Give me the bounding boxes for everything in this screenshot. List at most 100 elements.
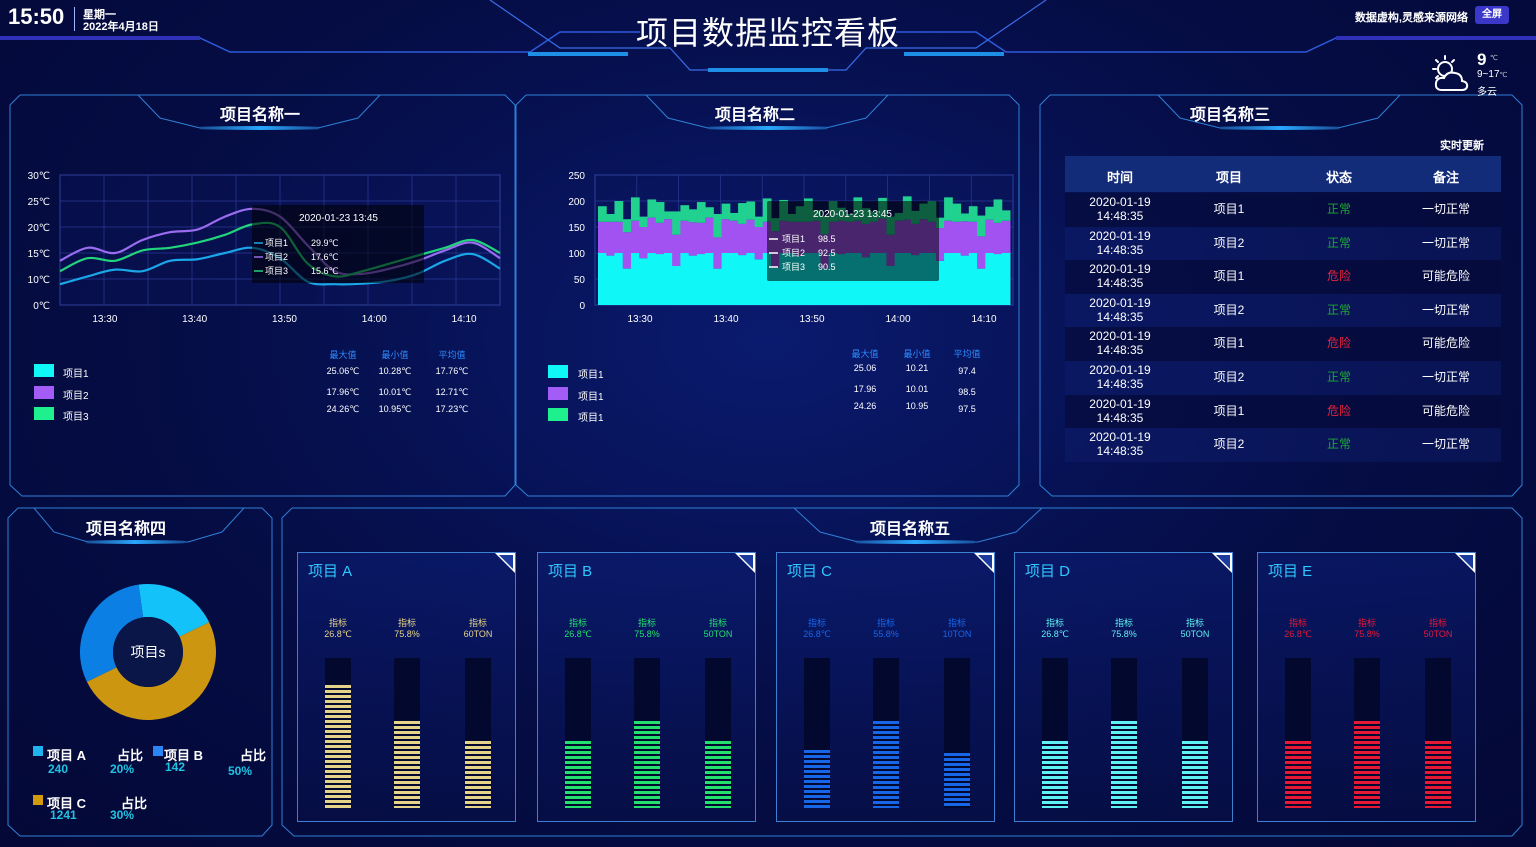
- stat-header: 平均值: [953, 349, 981, 359]
- p2-bar-seg-3: [622, 219, 632, 233]
- p2-bar-seg-2: [680, 220, 690, 253]
- stat-value: 97.4: [958, 366, 976, 376]
- table-cell-time: 14:48:35: [1096, 209, 1144, 223]
- p1-y-tick: 10℃: [28, 275, 50, 286]
- p1-tooltip-title: 2020-01-23 13:45: [299, 213, 378, 224]
- table-cell-item: 项目2: [1213, 370, 1245, 384]
- p2-bar-seg-1: [639, 258, 648, 305]
- p2-bar-seg-2: [622, 232, 632, 269]
- metric-bar-track: [705, 658, 731, 808]
- clock-divider: [74, 7, 75, 31]
- p2-bar-seg-2: [598, 221, 607, 253]
- metric-label: 指标: [1045, 618, 1064, 628]
- donut-slice-1[interactable]: [138, 584, 210, 637]
- p2-bar-seg-3: [606, 214, 615, 222]
- legend-swatch: [548, 365, 568, 378]
- metric-bar-track: [465, 658, 491, 808]
- legend-pct-label: 占比: [117, 748, 144, 763]
- project-card[interactable]: 项目 D 指标 26.8℃ 指标 75.8% 指标 50TON: [1014, 552, 1233, 822]
- metric-bar-track: [325, 658, 351, 808]
- page-title: 项目数据监控看板: [635, 15, 900, 51]
- metric-bar-fill: [325, 685, 351, 808]
- metric-bar-track: [944, 658, 970, 808]
- panel1-title-underline: [200, 126, 320, 130]
- card-corner-inner: [1216, 555, 1230, 569]
- source-note: 数据虚构,灵感来源网络: [1354, 12, 1468, 24]
- p2-bar-seg-2: [993, 222, 1003, 255]
- p2-bar-seg-2: [713, 237, 723, 269]
- table-cell-status: 危险: [1326, 269, 1351, 284]
- p2-bar-seg-1: [672, 266, 681, 305]
- project-card[interactable]: 项目 A 指标 26.8℃ 指标 75.8% 指标 60TON: [297, 552, 516, 822]
- weather-range-value: 9~17: [1477, 69, 1500, 80]
- table-row[interactable]: [1065, 293, 1501, 328]
- panel2-bar-chart[interactable]: 250 200 150 100 50 0 13:30 13:40 13:50 14:00 14:10…: [555, 165, 1020, 330]
- stat-header: 最大值: [329, 350, 357, 360]
- p2-bar-seg-3: [1001, 210, 1011, 221]
- donut-slice-2[interactable]: [86, 622, 216, 720]
- table-cell-status: 危险: [1326, 336, 1351, 351]
- fullscreen-button[interactable]: 全屏: [1475, 6, 1509, 24]
- table-row[interactable]: [1065, 260, 1501, 294]
- stat-value: 98.5: [958, 387, 976, 397]
- metric-label: 指标: [1357, 618, 1376, 628]
- stat-header: 平均值: [438, 350, 466, 360]
- table-row[interactable]: [1065, 327, 1501, 361]
- stat-value: 17.23℃: [435, 404, 469, 414]
- p2-bar-seg-3: [639, 216, 648, 227]
- p2-bar-seg-2: [1001, 220, 1011, 253]
- table-row[interactable]: [1065, 394, 1501, 429]
- metric-value: 10TON: [942, 629, 972, 639]
- p2-bar-seg-1: [944, 253, 953, 305]
- metric-label: 指标: [947, 618, 966, 628]
- stat-value: 10.21: [905, 363, 929, 373]
- table-row[interactable]: [1065, 193, 1501, 227]
- panel3-title: 项目名称三: [1189, 105, 1270, 124]
- project-card[interactable]: 项目 E 指标 26.8℃ 指标 75.8% 指标 50TON: [1257, 552, 1476, 822]
- metric-value: 75.8%: [394, 629, 420, 639]
- p2-bar-seg-3: [944, 197, 953, 221]
- table-cell-note: 一切正常: [1421, 235, 1470, 250]
- legend-label: 项目3: [63, 412, 89, 423]
- p2-bar-seg-3: [680, 205, 690, 221]
- card-title: 项目 A: [308, 563, 353, 580]
- panel4-donut-chart[interactable]: 项目s: [72, 576, 224, 728]
- table-cell-status: 危险: [1326, 403, 1351, 418]
- metric-value: 75.8%: [634, 629, 660, 639]
- table-row[interactable]: [1065, 428, 1501, 462]
- table-cell-time: 14:48:35: [1096, 242, 1144, 257]
- card-corner-inner: [978, 555, 992, 569]
- p1-x-tick: 13:50: [272, 314, 297, 325]
- p2-bar-seg-1: [968, 253, 978, 305]
- metric-bar-track: [1425, 658, 1451, 808]
- donut-center-label: 项目s: [131, 644, 166, 660]
- stat-value: 25.06: [853, 363, 877, 373]
- date-label: 2022年4月18日: [83, 21, 159, 33]
- table-row[interactable]: [1065, 226, 1501, 261]
- legend-pct-label: 占比: [121, 796, 148, 811]
- stat-value: 97.5: [958, 404, 976, 414]
- metric-bar-fill: [944, 752, 970, 808]
- p2-bar-seg-2: [738, 223, 747, 256]
- table-cell-status: 正常: [1326, 202, 1351, 216]
- project-card[interactable]: 项目 C 指标 26.8℃ 指标 55.8% 指标 10TON: [776, 552, 995, 822]
- metric-label: 指标: [1288, 618, 1307, 628]
- weekday-label: 星期一: [83, 9, 116, 21]
- metric-bar-fill: [1425, 740, 1451, 808]
- project-card[interactable]: 项目 B 指标 26.8℃ 指标 75.8% 指标 50TON: [537, 552, 756, 822]
- p2-bar-seg-1: [630, 253, 640, 305]
- p2-bar-seg-1: [977, 268, 986, 305]
- p2-bar-seg-2: [985, 219, 995, 253]
- p1-y-tick: 30℃: [28, 171, 50, 182]
- metric-bar-track: [1111, 658, 1137, 808]
- metric-label: 指标: [708, 618, 727, 628]
- p2-bar-seg-1: [960, 255, 970, 305]
- panel1-line-chart[interactable]: 30℃ 25℃ 20℃ 15℃ 10℃ 0℃ 13:30 13:40 13:50 14:00 14:…: [20, 165, 510, 330]
- legend-pct-label: 占比: [240, 748, 267, 763]
- legend-swatch: [548, 386, 568, 400]
- table-row[interactable]: [1065, 361, 1501, 395]
- panel3-title-underline: [1220, 126, 1340, 130]
- donut-slice-3[interactable]: [80, 584, 144, 682]
- p2-bar-seg-2: [729, 220, 739, 253]
- legend-swatch: [34, 364, 54, 377]
